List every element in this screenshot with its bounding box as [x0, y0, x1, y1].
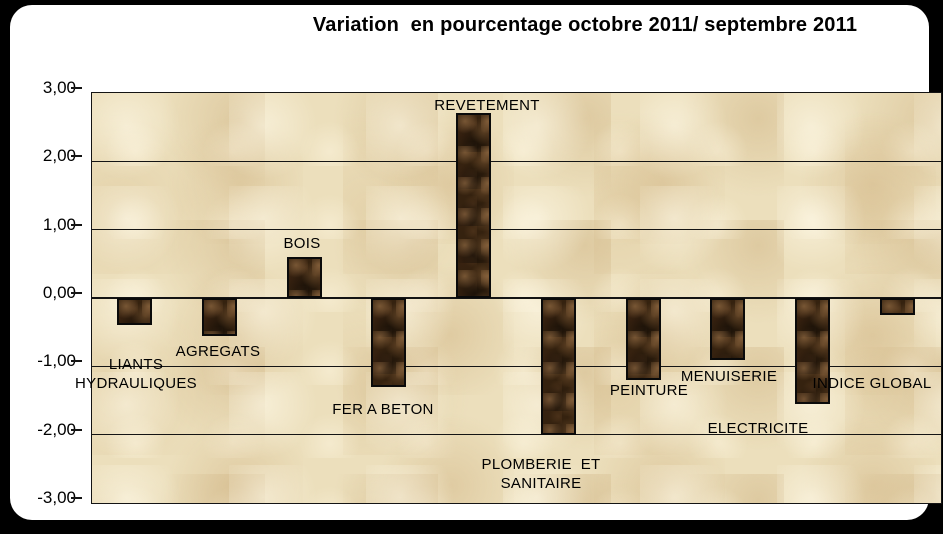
category-label-menuiserie: MENUISERIE	[680, 368, 778, 385]
bar-indice-global	[880, 298, 915, 315]
chart-panel: Variation en pourcentage octobre 2011/ s…	[10, 5, 942, 520]
gridline	[92, 433, 941, 436]
y-axis-tick-mark	[71, 360, 82, 363]
y-axis-tick-mark	[71, 87, 82, 89]
bar-bois	[287, 257, 322, 298]
plot-area: LIANTS HYDRAULIQUES AGREGATS BOIS FER A BET…	[75, 92, 942, 504]
y-axis-tick-mark	[71, 292, 82, 294]
y-axis-tick-label: 2,00	[42, 146, 76, 166]
y-axis-tick-label: -1,00	[37, 351, 76, 371]
bar-menuiserie	[710, 298, 745, 360]
y-axis-tick-mark	[71, 223, 82, 226]
bar-plomberie-et-sanitaire	[541, 298, 576, 435]
bar-peinture	[626, 298, 661, 380]
gridline	[92, 228, 941, 231]
category-label-agregats: AGREGATS	[175, 343, 261, 360]
bar-liants-hydrauliques	[117, 298, 152, 325]
y-axis-tick-mark	[71, 497, 82, 499]
y-axis-tick-label: 0,00	[42, 283, 76, 302]
category-label-bois: BOIS	[283, 235, 321, 252]
gridline	[92, 297, 941, 299]
y-axis-tick-label: 3,00	[42, 78, 76, 97]
y-axis-tick-mark	[71, 155, 82, 158]
category-label-electricite: ELECTRICITE	[707, 420, 809, 437]
bar-electricite	[795, 298, 830, 404]
gridline	[92, 160, 941, 163]
category-label-fer-a-beton: FER A BETON	[332, 401, 434, 418]
category-label-indice-global: INDICE GLOBAL	[812, 375, 932, 392]
y-axis-tick-label: -2,00	[37, 419, 76, 439]
bar-fer-a-beton	[371, 298, 406, 387]
gridline	[92, 365, 941, 368]
category-label-revetement: REVETEMENT	[434, 97, 540, 114]
category-label-liants-hydrauliques: LIANTS HYDRAULIQUES	[75, 356, 197, 392]
category-label-plomberie-et-sanitaire: PLOMBERIE ET SANITAIRE	[481, 456, 601, 492]
bar-revetement	[456, 113, 491, 298]
category-label-peinture: PEINTURE	[609, 382, 689, 399]
y-axis-tick-label: 1,00	[42, 214, 76, 234]
chart-title: Variation en pourcentage octobre 2011/ s…	[312, 14, 858, 36]
y-axis-tick-mark	[71, 428, 82, 431]
bar-agregats	[202, 298, 237, 336]
y-axis-tick-label: -3,00	[37, 488, 76, 507]
